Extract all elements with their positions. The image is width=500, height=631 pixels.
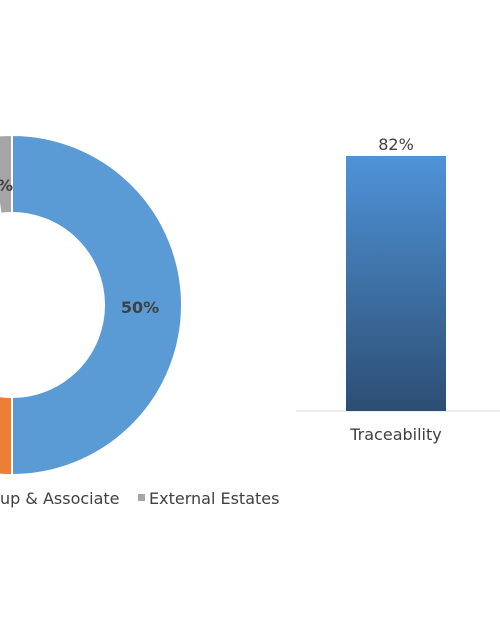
donut-slice: [0, 202, 13, 477]
legend-swatch: [138, 494, 145, 501]
bar-marks: 82% Traceability: [346, 135, 446, 444]
legend-entry: External Estates: [149, 489, 279, 508]
x-tick-label: Traceability: [349, 425, 441, 444]
donut-slice: [11, 133, 183, 477]
donut-chart: 50% %: [0, 133, 183, 477]
bar-data-label: 82%: [378, 135, 414, 154]
donut-slices: [0, 133, 183, 477]
bar: [346, 156, 446, 411]
data-label: 50%: [121, 298, 159, 317]
legend-entry: up & Associate: [0, 489, 120, 508]
data-label: %: [0, 176, 13, 195]
bar-chart: 82% Traceability: [296, 135, 500, 444]
donut-slice: [0, 133, 13, 215]
chart-legend: up & Associate External Estates: [0, 489, 279, 508]
